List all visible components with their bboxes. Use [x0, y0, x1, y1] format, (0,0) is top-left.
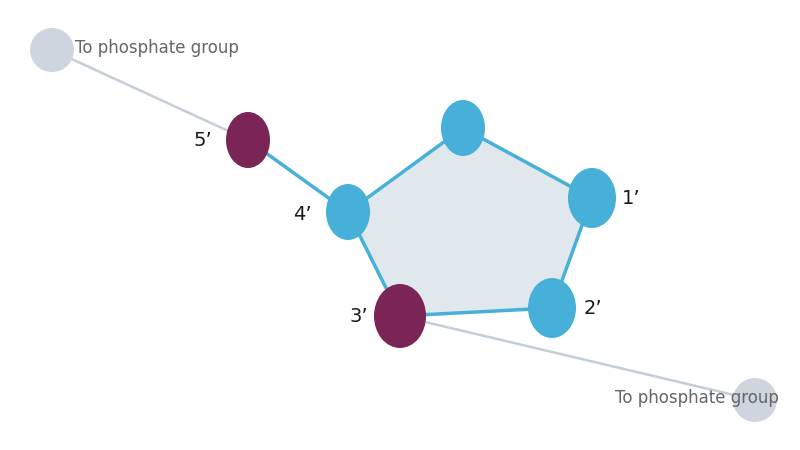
Ellipse shape [568, 168, 616, 228]
Text: 5’: 5’ [194, 130, 212, 149]
Text: To phosphate group: To phosphate group [75, 39, 239, 57]
Polygon shape [348, 128, 592, 316]
Text: 4’: 4’ [294, 204, 312, 224]
Ellipse shape [226, 112, 270, 168]
Circle shape [30, 28, 74, 72]
Text: To phosphate group: To phosphate group [615, 389, 779, 407]
Text: 2’: 2’ [584, 298, 602, 318]
Text: 1’: 1’ [622, 189, 641, 207]
Ellipse shape [441, 100, 485, 156]
Circle shape [733, 378, 777, 422]
Ellipse shape [326, 184, 370, 240]
Ellipse shape [528, 278, 576, 338]
Text: 3’: 3’ [350, 306, 368, 325]
Ellipse shape [374, 284, 426, 348]
